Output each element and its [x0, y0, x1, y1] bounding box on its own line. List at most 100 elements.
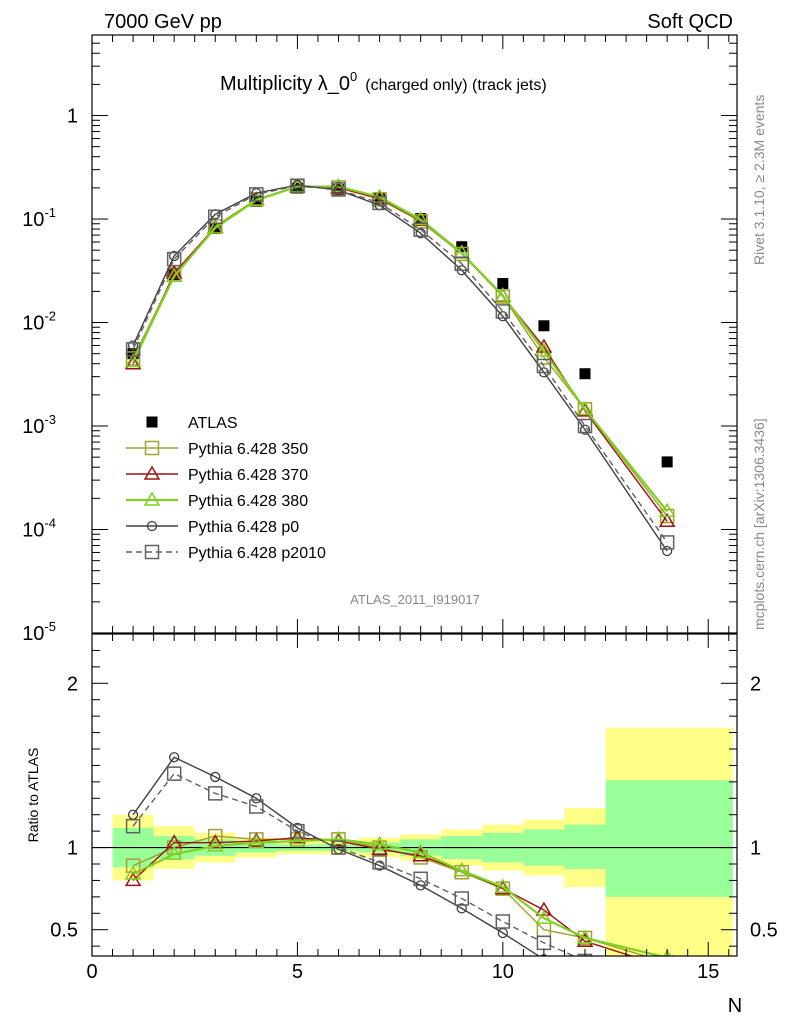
data-point-pythia-6-428-380: [576, 400, 594, 416]
data-point-pythia-6-428-p2010: [290, 178, 305, 193]
data-point-pythia-6-428-p2010: [331, 840, 346, 855]
data-point-atlas: [538, 320, 550, 332]
legend-item-pythia-6-428-380: Pythia 6.428 380: [126, 491, 308, 510]
data-point-pythia-6-428-380: [165, 845, 183, 860]
legend-item-pythia-6-428-370: Pythia 6.428 370: [126, 465, 308, 484]
data-point-pythia-6-428-350: [659, 955, 675, 956]
data-point-pythia-6-428-p0: [169, 250, 180, 262]
data-point-pythia-6-428-p2010: [454, 256, 469, 271]
data-point-pythia-6-428-370: [289, 829, 306, 844]
y-tick-label: 10-4: [22, 516, 56, 542]
data-point-pythia-6-428-p2010: [372, 855, 387, 870]
legend-item-pythia-6-428-p2010: Pythia 6.428 p2010: [126, 544, 326, 562]
data-point-pythia-6-428-380: [124, 865, 142, 880]
side-label-mcplots: mcplots.cern.ch [arXiv:1306.3436]: [751, 418, 767, 630]
legend-marker-pythia-6-428-p2010: [144, 544, 160, 560]
data-point-atlas: [661, 456, 673, 468]
data-point-pythia-6-428-p2010: [495, 304, 511, 319]
data-point-pythia-6-428-p2010: [125, 342, 141, 357]
ratio-plot-frame: [91, 633, 738, 957]
data-point-pythia-6-428-380: [248, 191, 265, 206]
data-point-pythia-6-428-p2010: [249, 187, 264, 202]
series-line-pythia-6-428-p0: [132, 756, 541, 956]
data-point-pythia-6-428-380: [412, 210, 429, 226]
data-point-pythia-6-428-p0: [456, 903, 467, 914]
data-point-pythia-6-428-p2010: [372, 195, 387, 211]
x-tick-label: 0: [86, 961, 97, 983]
data-point-pythia-6-428-380: [371, 835, 388, 851]
ratio-y-axis-label: Ratio to ATLAS: [25, 748, 41, 843]
data-point-pythia-6-428-380: [412, 844, 429, 859]
ratio-y-tick-label: 1: [67, 838, 78, 860]
data-point-pythia-6-428-p2010: [413, 871, 428, 887]
data-point-pythia-6-428-p2010: [661, 977, 674, 990]
y-tick-label: 10-2: [22, 309, 56, 335]
series-line-pythia-6-428-380: [132, 185, 669, 512]
data-point-pythia-6-428-380: [165, 267, 183, 282]
data-point-pythia-6-428-p2010: [207, 209, 223, 225]
legend-label: Pythia 6.428 380: [188, 493, 308, 510]
data-point-pythia-6-428-p0: [374, 860, 385, 871]
legend-item-pythia-6-428-p0: Pythia 6.428 p0: [126, 519, 299, 536]
legend-marker-pythia-6-428-370: [143, 465, 161, 480]
ratio-band-inner: [564, 824, 606, 869]
data-point-pythia-6-428-370: [576, 402, 594, 417]
data-point-atlas: [579, 368, 591, 380]
legend-label: Pythia 6.428 350: [188, 441, 308, 458]
data-point-pythia-6-428-380: [535, 342, 553, 357]
data-point-pythia-6-428-380: [658, 502, 676, 518]
data-point-atlas: [497, 278, 509, 290]
series-line-pythia-6-428-p2010: [132, 184, 668, 543]
data-point-pythia-6-428-370: [124, 355, 142, 370]
legend-label: Pythia 6.428 370: [188, 467, 308, 484]
data-point-pythia-6-428-p2010: [495, 914, 511, 929]
data-point-pythia-6-428-380: [248, 834, 265, 849]
data-point-pythia-6-428-370: [576, 932, 594, 947]
data-point-pythia-6-428-370: [206, 834, 224, 849]
data-point-pythia-6-428-p0: [663, 984, 672, 993]
data-point-pythia-6-428-380: [535, 909, 553, 924]
data-point-pythia-6-428-370: [371, 840, 388, 855]
series-line-pythia-6-428-p2010: [132, 772, 576, 956]
data-point-pythia-6-428-p0: [292, 179, 303, 191]
data-point-pythia-6-428-350: [125, 351, 141, 366]
series-line-pythia-6-428-380: [132, 838, 666, 956]
data-point-pythia-6-428-380: [330, 178, 347, 193]
data-point-pythia-6-428-p0: [497, 311, 508, 322]
legend-label: Pythia 6.428 p2010: [188, 545, 326, 562]
main-plot-panel: 10-5 10-4 10-3 10-2 10-1 1: [22, 34, 738, 645]
legend-marker-atlas: [146, 416, 158, 428]
data-point-pythia-6-428-p2010: [536, 358, 552, 374]
ratio-plot-panel: 0 5 10 15 0.5 0.5 1 1 2 2: [50, 633, 778, 993]
data-point-pythia-6-428-p0: [251, 793, 262, 804]
data-point-pythia-6-428-380: [494, 287, 512, 302]
series-line-pythia-6-428-350: [132, 185, 668, 517]
data-point-pythia-6-428-p2010: [290, 823, 305, 839]
ratio-y-tick-label-right: 2: [750, 673, 761, 695]
legend-label: Pythia 6.428 p0: [188, 519, 299, 536]
ratio-y-tick-label: 0.5: [50, 920, 78, 942]
legend-item-pythia-6-428-350: Pythia 6.428 350: [126, 440, 308, 458]
data-point-pythia-6-428-p2010: [125, 818, 141, 834]
data-point-pythia-6-428-380: [289, 832, 306, 847]
data-point-pythia-6-428-380: [206, 837, 224, 852]
side-label-rivet: Rivet 3.1.10, ≥ 2.3M events: [751, 95, 767, 265]
data-point-atlas: [291, 182, 303, 194]
data-point-pythia-6-428-370: [660, 961, 674, 973]
data-point-pythia-6-428-p2010: [577, 418, 593, 434]
data-point-pythia-6-428-p2010: [659, 535, 675, 550]
data-point-pythia-6-428-380: [124, 353, 142, 368]
ratio-y-tick-label-right: 0.5: [750, 920, 778, 942]
main-plot-frame: [91, 34, 738, 634]
y-tick-label: 10-5: [22, 619, 56, 645]
data-point-pythia-6-428-380: [576, 929, 594, 944]
data-point-pythia-6-428-p2010: [207, 786, 223, 801]
data-point-pythia-6-428-370: [658, 512, 676, 528]
data-point-pythia-6-428-p0: [169, 752, 180, 763]
legend-label: ATLAS: [188, 415, 238, 432]
data-point-pythia-6-428-380: [453, 862, 471, 877]
legend-item-atlas: ATLAS: [146, 415, 238, 432]
data-point-pythia-6-428-p0: [333, 185, 344, 196]
data-point-pythia-6-428-p2010: [454, 891, 469, 906]
